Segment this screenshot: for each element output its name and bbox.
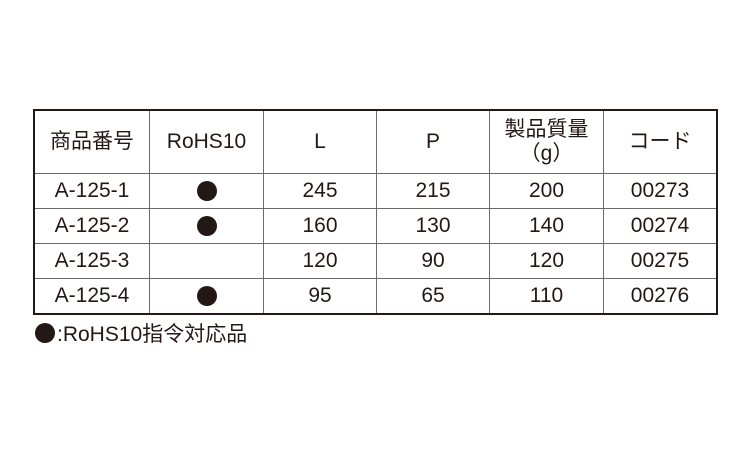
header-row: 商品番号 RoHS10 L P 製品質量 （g） コード	[33, 109, 718, 174]
cell-rohs	[149, 243, 264, 279]
rohs-dot-icon	[196, 216, 217, 237]
table-row: A-125-2 160 130 140 00274	[33, 208, 718, 244]
header-code: コード	[603, 109, 718, 174]
cell-mass: 200	[489, 173, 604, 209]
header-mass-label: 製品質量	[504, 118, 589, 141]
cell-rohs	[149, 278, 264, 315]
cell-mass: 110	[489, 278, 604, 315]
header-mass: 製品質量 （g）	[489, 109, 604, 174]
rohs-dot-icon	[35, 323, 55, 343]
cell-p: 65	[376, 278, 490, 315]
cell-mass: 120	[489, 243, 604, 279]
cell-part-number: A-125-3	[33, 243, 150, 279]
cell-part-number: A-125-1	[33, 173, 150, 209]
cell-p: 215	[376, 173, 490, 209]
cell-rohs	[149, 173, 264, 209]
cell-l: 245	[263, 173, 377, 209]
cell-code: 00275	[603, 243, 718, 279]
cell-part-number: A-125-4	[33, 278, 150, 315]
cell-code: 00274	[603, 208, 718, 244]
header-rohs: RoHS10	[149, 109, 264, 174]
header-part-number: 商品番号	[33, 109, 150, 174]
cell-mass: 140	[489, 208, 604, 244]
header-mass-unit: （g）	[519, 142, 574, 165]
cell-code: 00273	[603, 173, 718, 209]
table-row: A-125-1 245 215 200 00273	[33, 173, 718, 209]
rohs-dot-icon	[196, 181, 217, 202]
cell-part-number: A-125-2	[33, 208, 150, 244]
cell-code: 00276	[603, 278, 718, 315]
product-spec-table: 商品番号 RoHS10 L P 製品質量 （g） コード A-125-1 245 21…	[33, 109, 718, 315]
table-row: A-125-3 120 90 120 00275	[33, 243, 718, 279]
cell-l: 160	[263, 208, 377, 244]
table-row: A-125-4 95 65 110 00276	[33, 278, 718, 315]
legend-text: :RoHS10指令対応品	[57, 323, 248, 346]
cell-l: 95	[263, 278, 377, 315]
cell-p: 130	[376, 208, 490, 244]
cell-p: 90	[376, 243, 490, 279]
cell-l: 120	[263, 243, 377, 279]
legend: :RoHS10指令対応品	[35, 318, 247, 348]
cell-rohs	[149, 208, 264, 244]
header-l: L	[263, 109, 377, 174]
header-p: P	[376, 109, 490, 174]
rohs-dot-icon	[196, 286, 217, 307]
